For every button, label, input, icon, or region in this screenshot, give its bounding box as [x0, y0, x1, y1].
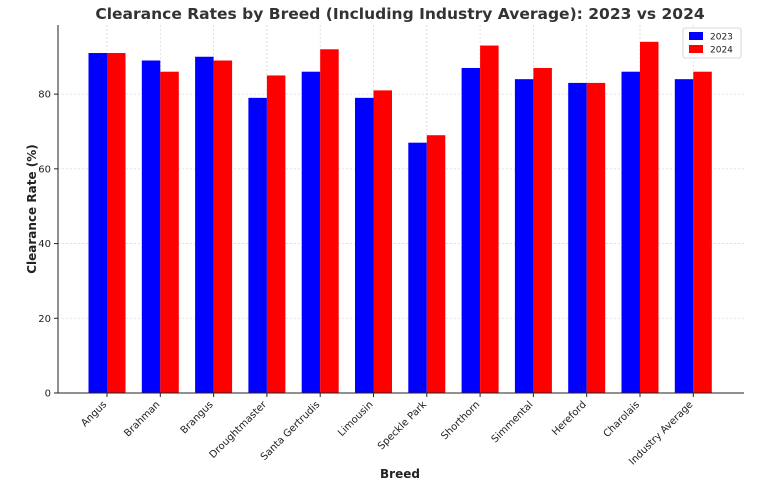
bar-2024-hereford: [586, 82, 606, 393]
bar-2023-santa-gertrudis: [301, 71, 321, 394]
x-tick-label: Simmental: [490, 399, 536, 445]
bar-2023-droughtmaster: [248, 97, 267, 394]
y-tick-label: 60: [38, 164, 51, 175]
axes: [57, 25, 744, 394]
bar-2023-simmental: [514, 79, 534, 393]
x-tick-label: Limousin: [336, 399, 376, 439]
y-tick-label: 40: [38, 239, 51, 250]
bar-2023-hereford: [568, 82, 587, 393]
y-tick-label: 20: [38, 314, 51, 325]
x-tick-label: Shorthorn: [439, 399, 482, 442]
bar-2024-brahman: [160, 71, 179, 394]
legend-swatch-2024: [689, 45, 703, 53]
bar-2024-industry-average: [693, 71, 712, 394]
legend: 2023 2024: [682, 27, 742, 59]
x-tick-label: Hereford: [550, 399, 589, 438]
bar-2023-brangus: [195, 56, 214, 393]
bar-2023-brahman: [141, 60, 161, 394]
y-tick-label: 0: [45, 389, 51, 400]
bar-2024-santa-gertrudis: [320, 49, 339, 393]
legend-swatch-2023: [689, 32, 703, 40]
bar-2024-angus: [107, 53, 126, 394]
x-tick-label: Santa Gertrudis: [259, 399, 322, 462]
x-tick-label: Droughtmaster: [208, 399, 270, 461]
bar-2023-industry-average: [674, 79, 694, 393]
bar-2024-shorthorn: [480, 45, 499, 394]
bar-2023-charolais: [621, 71, 640, 394]
x-tick-label: Angus: [79, 399, 109, 429]
bar-2024-droughtmaster: [266, 75, 286, 393]
legend-label-2023: 2023: [710, 33, 733, 43]
bar-2024-simmental: [533, 67, 552, 393]
bar-2023-angus: [88, 53, 107, 394]
bar-2023-shorthorn: [461, 67, 481, 393]
bar-2024-charolais: [640, 41, 659, 393]
x-tick-label: Brahman: [122, 399, 162, 439]
y-ticks: 0 20 40 60 80: [38, 90, 58, 400]
x-tick-label: Speckle Park: [376, 399, 429, 452]
bar-2024-limousin: [373, 90, 392, 393]
legend-label-2024: 2024: [710, 46, 733, 56]
y-axis-label: Clearance Rate (%): [25, 144, 39, 274]
x-axis-label: Breed: [380, 467, 420, 481]
bar-2024-brangus: [213, 60, 233, 394]
bar-2023-speckle-park: [408, 142, 427, 393]
x-tick-label: Brangus: [179, 399, 216, 436]
y-tick-label: 80: [38, 90, 51, 101]
x-tick-label: Charolais: [602, 399, 643, 440]
bars: [88, 41, 712, 394]
bar-2024-speckle-park: [426, 135, 446, 393]
bar-2023-limousin: [355, 97, 374, 394]
chart-title: Clearance Rates by Breed (Including Indu…: [95, 5, 705, 23]
